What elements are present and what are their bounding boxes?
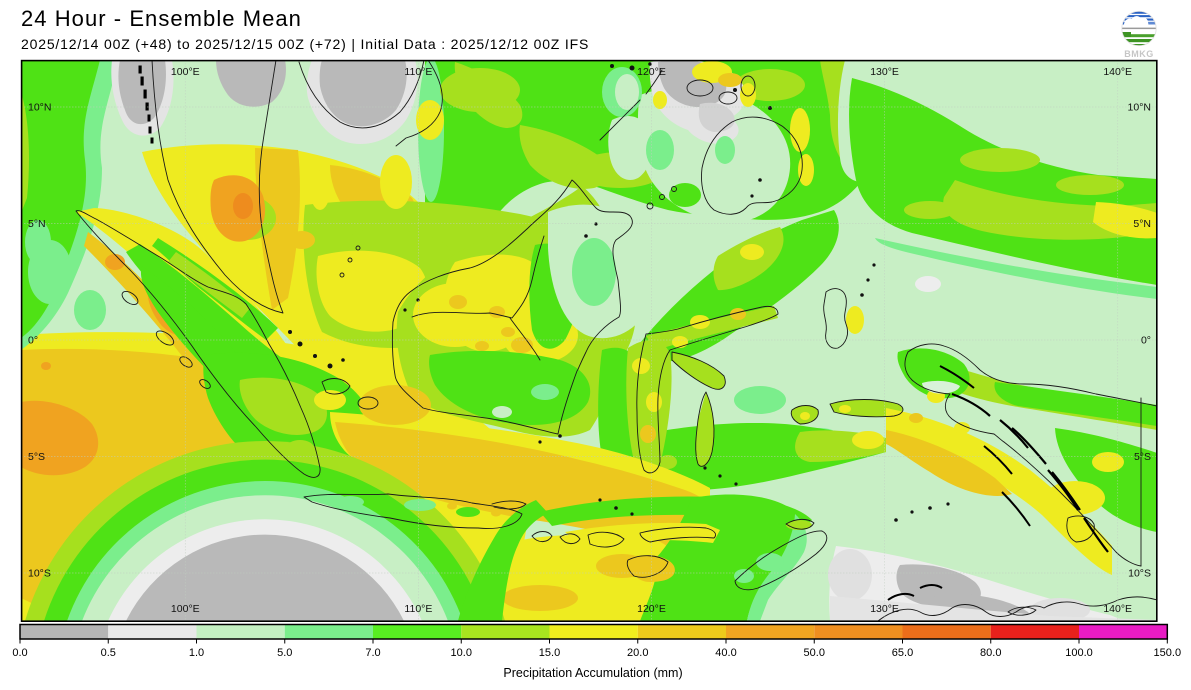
- svg-text:5°N: 5°N: [28, 218, 46, 230]
- svg-text:0°: 0°: [28, 335, 38, 347]
- svg-text:7.0: 7.0: [365, 647, 380, 659]
- svg-text:10°N: 10°N: [1128, 102, 1151, 114]
- svg-text:BMKG: BMKG: [1124, 49, 1154, 59]
- svg-text:0.5: 0.5: [101, 647, 116, 659]
- svg-text:40.0: 40.0: [715, 647, 736, 659]
- svg-text:5°S: 5°S: [1134, 451, 1151, 463]
- svg-text:10°S: 10°S: [28, 568, 51, 580]
- svg-text:50.0: 50.0: [804, 647, 825, 659]
- svg-text:10.0: 10.0: [451, 647, 472, 659]
- svg-text:0°: 0°: [1141, 335, 1151, 347]
- svg-text:10°N: 10°N: [28, 102, 51, 114]
- svg-text:100.0: 100.0: [1065, 647, 1093, 659]
- svg-text:120°E: 120°E: [637, 603, 666, 615]
- svg-text:5°N: 5°N: [1133, 218, 1151, 230]
- svg-text:80.0: 80.0: [980, 647, 1001, 659]
- svg-text:140°E: 140°E: [1103, 66, 1132, 78]
- svg-text:120°E: 120°E: [637, 66, 666, 78]
- svg-text:0.0: 0.0: [12, 647, 27, 659]
- svg-text:140°E: 140°E: [1103, 603, 1132, 615]
- svg-text:5.0: 5.0: [277, 647, 292, 659]
- svg-text:20.0: 20.0: [627, 647, 648, 659]
- svg-text:1.0: 1.0: [189, 647, 204, 659]
- svg-text:130°E: 130°E: [870, 603, 899, 615]
- svg-text:10°S: 10°S: [1128, 568, 1151, 580]
- svg-text:110°E: 110°E: [404, 603, 432, 615]
- svg-text:150.0: 150.0: [1154, 647, 1182, 659]
- svg-text:65.0: 65.0: [892, 647, 913, 659]
- svg-text:15.0: 15.0: [539, 647, 560, 659]
- svg-text:130°E: 130°E: [870, 66, 899, 78]
- svg-text:100°E: 100°E: [171, 603, 200, 615]
- svg-text:5°S: 5°S: [28, 451, 45, 463]
- svg-text:Precipitation Accumulation (mm: Precipitation Accumulation (mm): [503, 666, 682, 680]
- svg-text:110°E: 110°E: [404, 66, 432, 78]
- svg-text:100°E: 100°E: [171, 66, 200, 78]
